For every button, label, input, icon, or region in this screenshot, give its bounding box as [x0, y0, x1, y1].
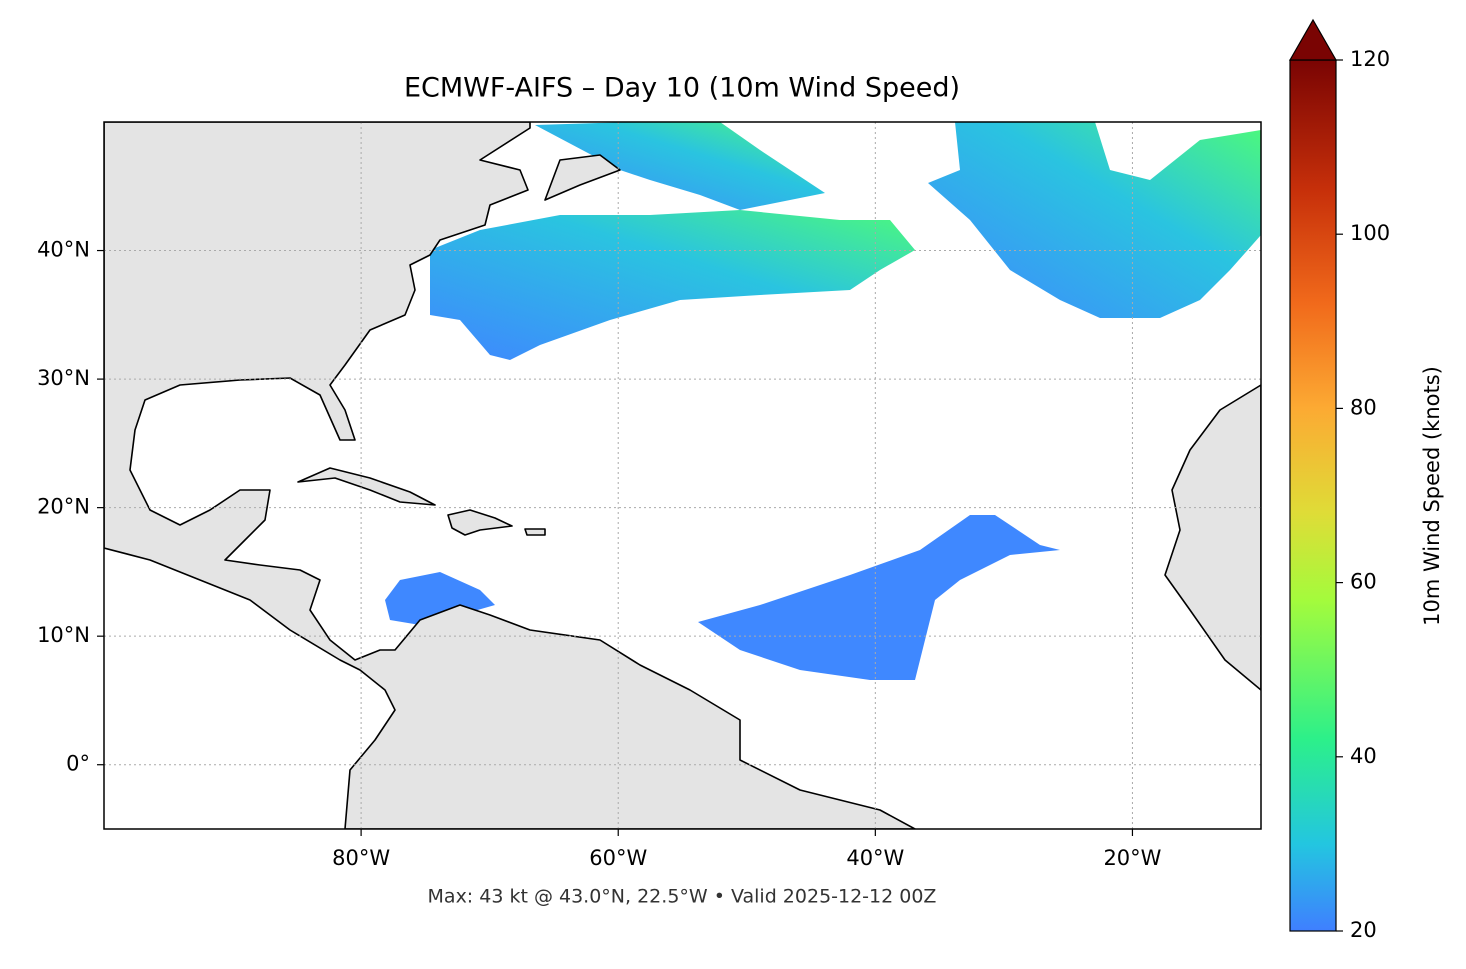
y-tick-label: 30°N: [37, 366, 90, 390]
y-tick-label: 0°: [66, 752, 90, 776]
x-tick-label: 60°W: [589, 846, 647, 870]
island-newfoundland: [544, 154, 621, 201]
colorbar-tick-label: 40: [1350, 744, 1377, 768]
island-cuba: [297, 467, 436, 506]
y-tick-label: 10°N: [37, 623, 90, 647]
wind-region: [928, 122, 1261, 318]
land-africa: [1164, 384, 1261, 691]
wind-region: [430, 210, 915, 360]
y-tick-label: 40°N: [37, 238, 90, 262]
colorbar-tick-label: 60: [1350, 570, 1377, 594]
x-tick-label: 80°W: [332, 846, 390, 870]
land-americas: [104, 122, 916, 829]
colorbar-label: 10m Wind Speed (knots): [1420, 366, 1444, 626]
x-tick-label: 20°W: [1103, 846, 1161, 870]
colorbar-tick-label: 100: [1350, 221, 1390, 245]
wind-field: [385, 122, 1261, 680]
y-tick-label: 20°N: [37, 495, 90, 519]
colorbar-tick-label: 20: [1350, 918, 1377, 942]
colorbar-extend: [1288, 18, 1338, 61]
map-footer: Max: 43 kt @ 43.0°N, 22.5°W • Valid 2025…: [428, 886, 937, 908]
colorbar-tick-label: 80: [1350, 395, 1377, 419]
wind-region: [535, 122, 825, 210]
colorbar-tick-label: 120: [1350, 47, 1390, 71]
map-frame: [103, 121, 1262, 830]
map-title: ECMWF-AIFS – Day 10 (10m Wind Speed): [404, 73, 960, 104]
island-hispaniola: [447, 509, 513, 536]
colorbar: [1289, 59, 1337, 932]
x-tick-label: 40°W: [846, 846, 904, 870]
map-area: [104, 122, 1261, 829]
island-puerto-rico: [524, 528, 546, 536]
wind-region: [698, 515, 1060, 680]
